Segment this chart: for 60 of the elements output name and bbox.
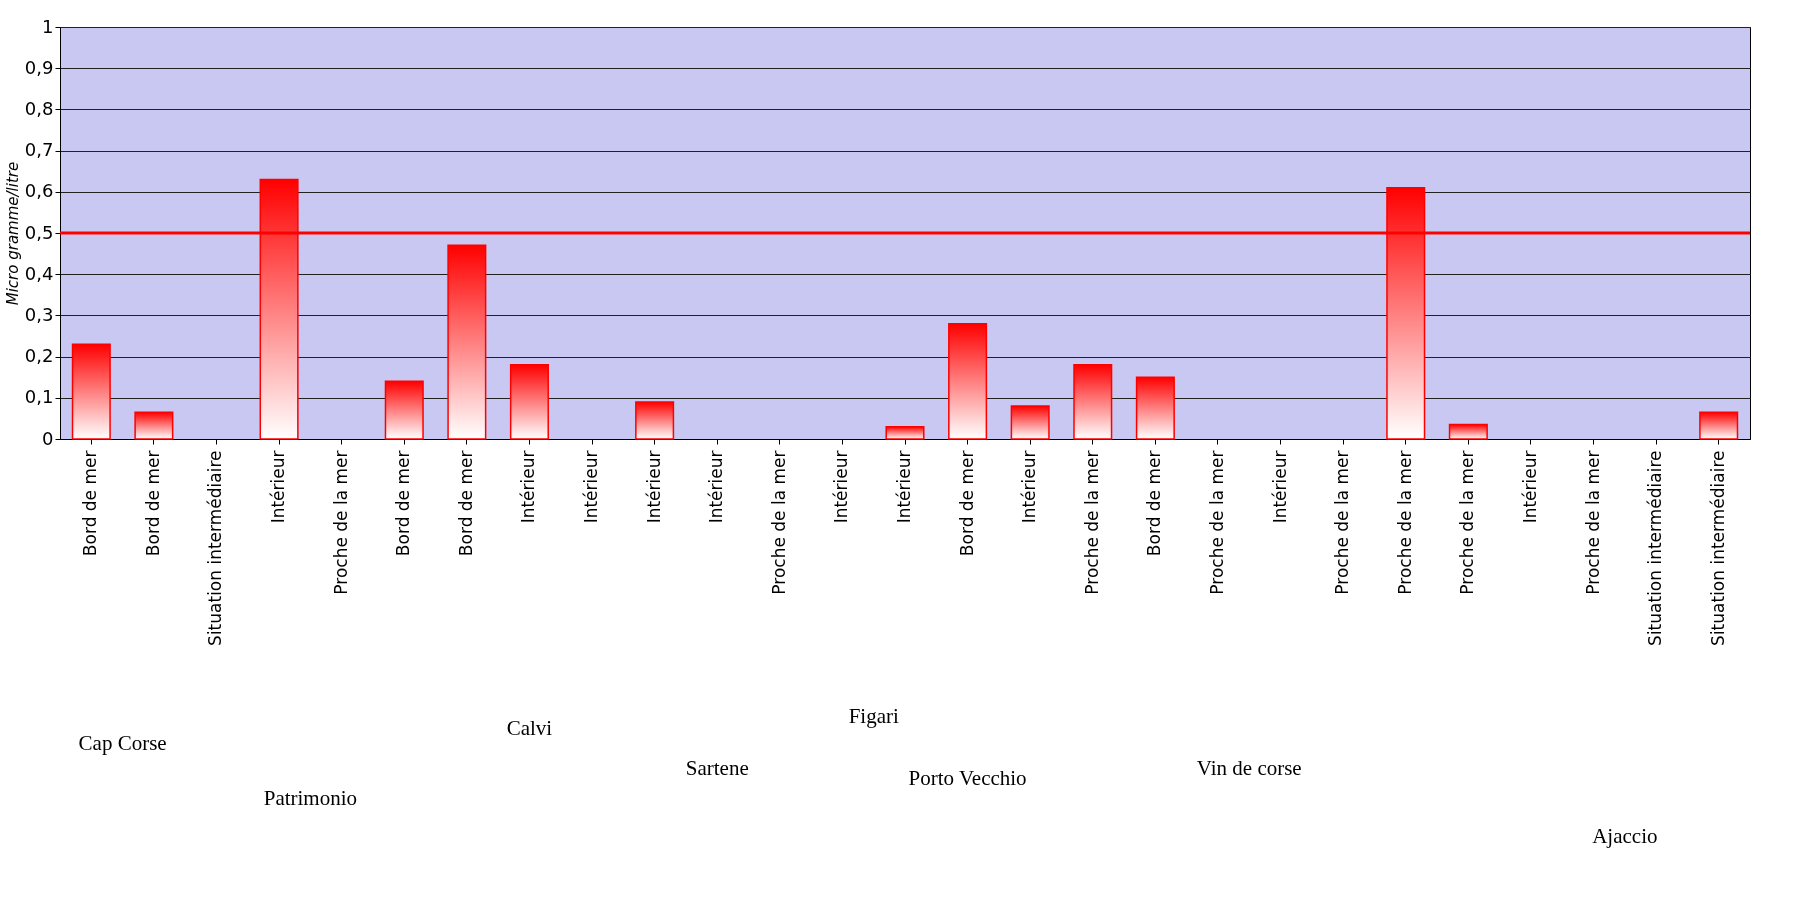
bar	[134, 411, 174, 440]
x-tick-label: Intérieur	[831, 450, 852, 524]
bar	[1073, 364, 1113, 440]
x-tick-label: Intérieur	[268, 450, 289, 524]
x-tick-label: Intérieur	[643, 450, 664, 524]
text: Porto Vecchio	[908, 766, 1027, 790]
x-tick-label: Proche de la mer	[1206, 450, 1227, 595]
x-tick-label: Intérieur	[706, 450, 727, 524]
bar	[71, 343, 111, 440]
y-tick-label: 0,8	[24, 97, 54, 119]
x-tick-label: Proche de la mer	[1457, 450, 1478, 595]
y-tick-label: 0,1	[24, 386, 54, 408]
x-tick-label: Intérieur	[1519, 450, 1540, 524]
x-tick-label: Bord de mer	[393, 450, 414, 557]
x-tick-label: Intérieur	[894, 450, 914, 524]
y-tick-label: 0	[42, 427, 54, 449]
bar	[1699, 411, 1739, 440]
x-tick-label: Bord de mer	[80, 450, 101, 557]
x-tick-label: Bord de mer	[1144, 450, 1165, 557]
y-tick-label: 1	[42, 15, 54, 37]
text: Cap Corse	[78, 731, 167, 755]
x-tick-label: Bord de mer	[142, 450, 163, 557]
text: Vin de corse	[1196, 756, 1302, 780]
bar	[635, 401, 675, 440]
bar	[948, 322, 988, 440]
bar	[1448, 423, 1488, 440]
x-tick-label: Proche de la mer	[330, 450, 351, 595]
y-tick-label: 0,6	[24, 180, 54, 202]
x-tick-label: Proche de la mer	[1582, 450, 1603, 595]
bar	[509, 364, 549, 440]
text: Patrimonio	[263, 786, 358, 810]
x-tick-label: Proche de la mer	[768, 450, 789, 595]
text: Calvi	[506, 716, 553, 740]
x-tick-label: Bord de mer	[455, 450, 476, 557]
x-tick-label: Intérieur	[1019, 450, 1040, 524]
text: Sartene	[685, 756, 749, 780]
x-tick-label: Intérieur	[518, 450, 539, 524]
x-tick-label: Proche de la mer	[1332, 450, 1353, 595]
bar	[1135, 376, 1175, 440]
bar	[384, 380, 424, 440]
bar	[1010, 405, 1050, 440]
y-tick-label: 0,5	[24, 221, 54, 243]
x-tick-label: Intérieur	[581, 450, 602, 524]
x-tick-label: Intérieur	[1269, 450, 1290, 524]
text: Figari	[848, 704, 899, 728]
y-tick-label: 0,7	[24, 139, 54, 161]
bar	[447, 244, 487, 440]
y-axis-title: Micro gramme/litre	[3, 161, 22, 306]
y-tick-label: 0,9	[24, 56, 54, 78]
y-tick-label: 0,4	[24, 262, 54, 284]
y-tick-label: 0,2	[24, 345, 54, 367]
x-tick-label: Situation intermédiaire	[1645, 450, 1666, 646]
text: Ajaccio	[1592, 824, 1658, 848]
bar	[885, 425, 925, 440]
x-tick-label: Situation intermédiaire	[205, 450, 226, 646]
x-tick-label: Proche de la mer	[1081, 450, 1102, 595]
x-tick-label: Situation intermédiaire	[1707, 450, 1728, 646]
x-tick-label: Proche de la mer	[1394, 450, 1415, 595]
y-tick-label: 0,3	[24, 303, 54, 325]
x-tick-label: Bord de mer	[956, 450, 977, 557]
